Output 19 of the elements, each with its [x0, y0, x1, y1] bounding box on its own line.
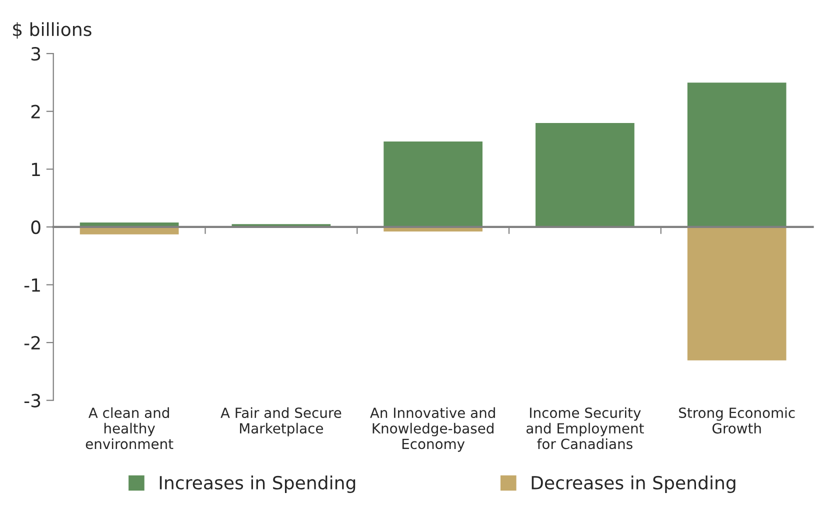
y-axis-title: $ billions: [13, 22, 92, 39]
x-tick-label: A Fair and Secure Marketplace: [220, 407, 342, 436]
y-tick-label: 0: [31, 220, 40, 234]
y-tick-label: 2: [31, 104, 40, 118]
y-tick-label: 3: [31, 47, 40, 61]
y-tick-label: -3: [24, 394, 40, 408]
legend-label: Decreases in Spending: [532, 476, 736, 494]
bar: [534, 122, 636, 228]
x-tick-label: Strong Economic Growth: [679, 407, 795, 434]
x-tick-label: Income Security and Employment for Canadians: [526, 407, 644, 450]
y-tick-label: 1: [32, 162, 40, 176]
x-tick-label: A clean and healthy environment: [86, 407, 174, 450]
bar: [686, 226, 788, 362]
legend-label: Increases in Spending: [160, 476, 356, 494]
bar: [382, 140, 484, 228]
y-tick-label: -1: [24, 278, 40, 292]
y-tick-label: -2: [24, 336, 40, 350]
x-tick-label: An Innovative and Knowledge-based Economy: [370, 407, 495, 452]
bar: [686, 81, 788, 228]
